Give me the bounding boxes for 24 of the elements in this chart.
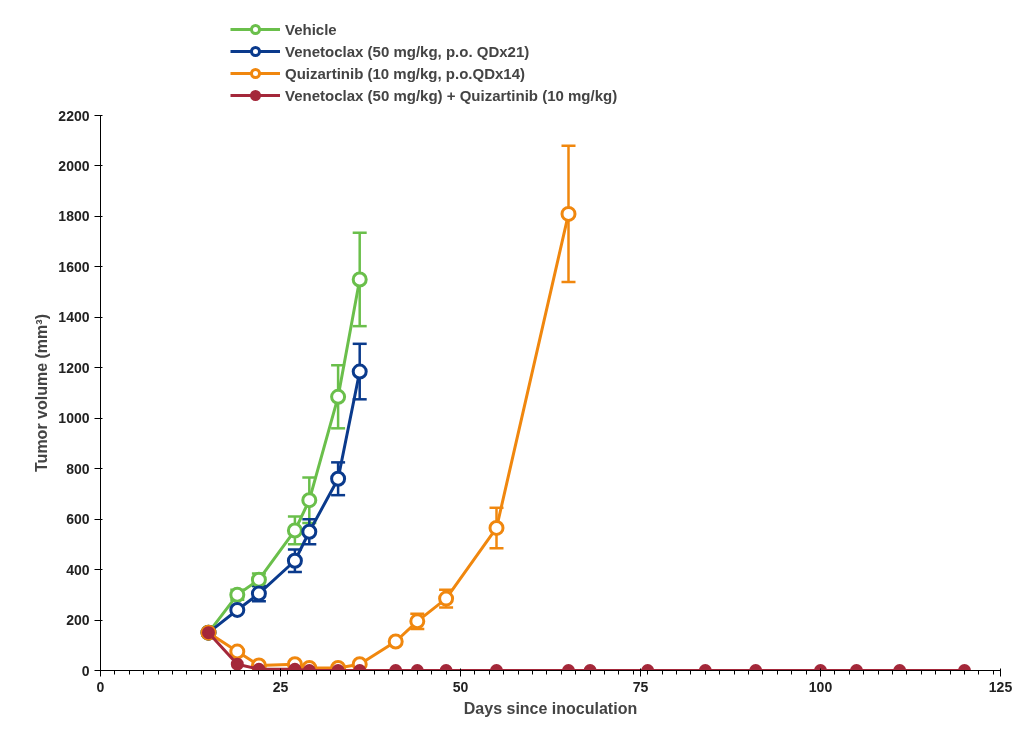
y-tick-label: 200 — [66, 612, 90, 629]
y-tick-label: 1600 — [58, 258, 90, 275]
x-tick-label: 25 — [272, 678, 289, 695]
x-axis-title: Days since inoculation — [463, 699, 638, 717]
legend-label: Venetoclax (50 mg/kg, p.o. QDx21) — [285, 42, 530, 60]
x-tick-label: 0 — [96, 678, 105, 695]
x-tick-label: 125 — [988, 678, 1013, 695]
y-tick-label: 0 — [81, 662, 90, 679]
x-tick-label: 100 — [808, 678, 833, 695]
y-tick-label: 600 — [66, 511, 90, 528]
y-tick-label: 1400 — [58, 309, 90, 326]
x-tick-label: 50 — [452, 678, 469, 695]
legend-label: Venetoclax (50 mg/kg) + Quizartinib (10 mg/kg) — [285, 86, 618, 104]
legend-label: Quizartinib (10 mg/kg, p.o.QDx14) — [285, 64, 526, 82]
legend-label: Vehicle — [285, 20, 337, 38]
y-tick-label: 1800 — [58, 208, 90, 225]
y-tick-label: 1200 — [58, 359, 90, 376]
y-tick-label: 2000 — [58, 157, 90, 174]
y-tick-label: 2200 — [58, 107, 90, 124]
x-tick-label: 75 — [632, 678, 649, 695]
y-tick-label: 800 — [66, 460, 90, 477]
y-tick-label: 1000 — [58, 410, 90, 427]
y-tick-label: 400 — [66, 561, 90, 578]
y-axis-title: Tumor volume (mm³) — [33, 314, 51, 472]
